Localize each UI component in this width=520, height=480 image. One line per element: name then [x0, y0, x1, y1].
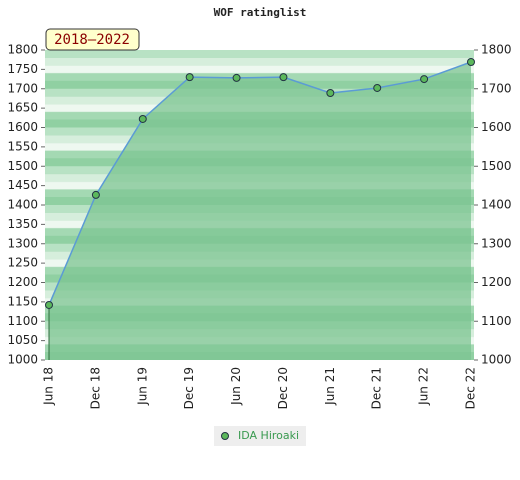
y2-tick-label: 1000	[481, 353, 512, 367]
y-tick-label: 1500	[7, 159, 38, 173]
point	[91, 190, 100, 199]
point	[279, 73, 288, 82]
point	[373, 83, 382, 92]
point	[420, 75, 429, 84]
x-tick-label: Jun 22	[417, 367, 431, 406]
y-tick-label: 1100	[7, 314, 38, 328]
y2-tick-label: 1700	[481, 81, 512, 95]
annotation-box	[45, 28, 140, 51]
y2-tick-label: 1600	[481, 120, 512, 134]
point	[185, 73, 194, 82]
x-tick-label: Jun 18	[42, 367, 56, 406]
y-tick-label: 1350	[7, 217, 38, 231]
y-tick-label: 1000	[7, 353, 38, 367]
area	[49, 62, 471, 360]
point	[232, 73, 241, 82]
point	[467, 58, 475, 67]
legend-marker	[221, 432, 229, 440]
y-tick-label: 1150	[7, 294, 38, 308]
y2-tick-label: 1200	[481, 275, 512, 289]
y-tick-label: 1300	[7, 236, 38, 250]
x-tick-label: Dec 22	[464, 367, 478, 409]
y2-tick-label: 1100	[481, 314, 512, 328]
y-tick-label: 1200	[7, 275, 38, 289]
y-tick-label: 1600	[7, 120, 38, 134]
y-tick-label: 1800	[7, 43, 38, 57]
y-tick-label: 1450	[7, 178, 38, 192]
y-tick-label: 1250	[7, 256, 38, 270]
y-tick-label: 1650	[7, 101, 38, 115]
y2-tick-label: 1400	[481, 198, 512, 212]
x-tick-label: Jun 20	[229, 367, 243, 406]
point	[326, 89, 335, 98]
line	[48, 61, 472, 306]
y2-tick-label: 1300	[481, 236, 512, 250]
y-tick-label: 1400	[7, 198, 38, 212]
x-tick-label: Jun 21	[323, 367, 337, 406]
chart-title: WOF ratinglist	[214, 6, 307, 19]
y2-tick-label: 1800	[481, 43, 512, 57]
y-tick-label: 1700	[7, 81, 38, 95]
point	[45, 300, 53, 309]
y2-tick-label: 1500	[481, 159, 512, 173]
x-tick-label: Dec 21	[370, 367, 384, 409]
y-tick-label: 1750	[7, 62, 38, 76]
point	[138, 114, 147, 123]
annotation: 2018–2022	[54, 32, 130, 48]
legend-box	[214, 426, 306, 446]
x-tick-label: Dec 18	[88, 367, 102, 409]
legend-label: IDA Hiroaki	[238, 429, 299, 442]
x-tick-label: Dec 19	[182, 367, 196, 409]
y-tick-label: 1550	[7, 139, 38, 153]
x-tick-label: Dec 20	[276, 367, 290, 409]
x-tick-label: Jun 19	[135, 367, 149, 406]
y-tick-label: 1050	[7, 333, 38, 347]
